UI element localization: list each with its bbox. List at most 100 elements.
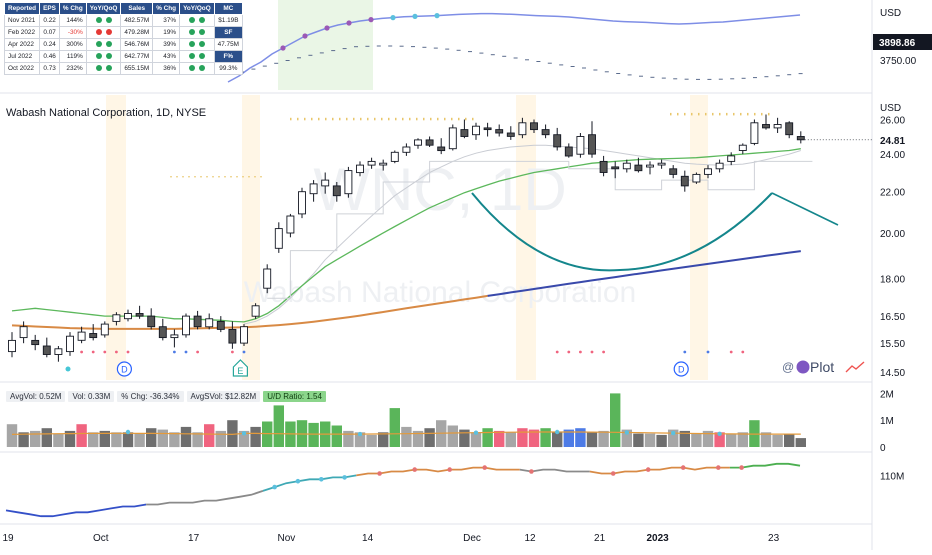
volume-bar xyxy=(668,429,679,447)
indicator-signal-dot xyxy=(716,465,721,470)
candle-body xyxy=(414,139,422,146)
volume-bar xyxy=(157,429,168,447)
candle-body xyxy=(611,166,620,170)
price-tick-label: 24.00 xyxy=(880,150,905,161)
candle-body xyxy=(19,326,28,339)
volume-bar xyxy=(575,428,586,447)
volume-average-line xyxy=(11,431,801,436)
candle-body xyxy=(669,168,678,175)
trend-dot xyxy=(188,40,195,47)
candle-body xyxy=(762,124,770,129)
level-dot xyxy=(402,117,404,121)
volume-bar xyxy=(111,432,122,448)
signal-dot xyxy=(555,350,559,354)
level-dot xyxy=(705,112,707,116)
x-axis-label: 17 xyxy=(188,533,200,544)
signal-dot xyxy=(65,366,71,372)
earnings-marker-label: E xyxy=(237,366,243,376)
candle-body xyxy=(135,313,144,317)
level-dot xyxy=(339,117,341,121)
volume-bar xyxy=(354,432,366,448)
level-dot xyxy=(458,117,460,121)
volume-bar xyxy=(378,432,389,448)
candle-body xyxy=(541,129,550,136)
volume-bar xyxy=(563,429,574,447)
level-dot xyxy=(712,112,714,116)
volume-bar xyxy=(517,428,528,447)
level-dot xyxy=(733,112,735,116)
volume-stat-chip: Vol: 0.33M xyxy=(68,391,115,402)
indicator-signal-dot xyxy=(319,477,324,482)
level-dot xyxy=(684,112,686,116)
level-dot xyxy=(740,112,742,116)
top-currency-label: USD xyxy=(880,8,901,19)
volume-bar xyxy=(470,432,482,448)
volume-bar xyxy=(644,433,656,447)
indicator-signal-dot xyxy=(739,465,744,470)
volume-signal-dot xyxy=(473,430,479,435)
candle-body xyxy=(309,183,318,195)
earnings-header-cell: EPS xyxy=(39,2,60,15)
indicator-signal-dot xyxy=(529,469,534,474)
signal-dot xyxy=(741,350,745,354)
indicator-signal-dot xyxy=(295,478,301,484)
earnings-date-cell: Feb 2022 xyxy=(3,26,41,39)
indicator-signal-dot xyxy=(610,471,616,476)
earnings-sales-change-cell: 19% xyxy=(152,26,181,39)
trend-dot xyxy=(95,16,102,23)
trend-dot xyxy=(105,40,112,47)
candle-body xyxy=(750,122,759,144)
x-axis-label: Nov xyxy=(278,533,296,544)
level-dot xyxy=(677,112,679,116)
x-axis-label: Dec xyxy=(463,533,481,544)
candle-body xyxy=(112,314,121,322)
earnings-date-cell: Apr 2022 xyxy=(3,38,41,51)
earnings-sales-cell: 479.28M xyxy=(120,26,154,39)
level-dot xyxy=(297,117,299,121)
earnings-table-body: Nov 2021 0.22 144% 482.57M 37% $1.19B Feb 2022… xyxy=(3,14,244,75)
level-dot xyxy=(290,117,292,121)
level-dot xyxy=(254,176,256,178)
candle-body xyxy=(588,134,596,155)
level-dot xyxy=(437,117,439,121)
level-dot xyxy=(188,176,190,178)
earnings-row: Nov 2021 0.22 144% 482.57M 37% $1.19B xyxy=(3,14,244,27)
x-axis-label: 19 xyxy=(2,533,14,544)
level-dot xyxy=(444,117,446,121)
trend-dot xyxy=(198,40,205,47)
earnings-eps-cell: 0.73 xyxy=(39,62,60,75)
top-price-badge xyxy=(873,34,932,50)
level-dot xyxy=(465,117,467,121)
volume-bar xyxy=(482,428,493,447)
volume-bar xyxy=(262,421,273,447)
volume-bar xyxy=(795,438,806,447)
volume-bar xyxy=(540,428,551,447)
level-dot xyxy=(212,176,214,178)
indicator-signal-dot xyxy=(482,465,488,470)
level-dot xyxy=(381,117,383,121)
volume-bar xyxy=(146,428,157,447)
earnings-side-cell: 47.75M xyxy=(213,38,244,51)
trend-icon xyxy=(845,361,865,373)
earnings-eps-cell: 0.07 xyxy=(39,26,60,39)
level-dot xyxy=(260,176,262,178)
earnings-date-cell: Oct 2022 xyxy=(3,62,41,75)
earnings-eps-trend-cell xyxy=(85,38,122,51)
candle-body xyxy=(646,164,654,168)
volume-bar xyxy=(691,433,702,447)
last-price-badge xyxy=(873,131,932,148)
candle-body xyxy=(796,136,805,141)
indicator-signal-dot xyxy=(342,475,347,480)
earnings-sales-cell: 655.15M xyxy=(120,62,154,75)
candle-body xyxy=(634,164,643,172)
signal-dot xyxy=(706,350,710,354)
trend-dot xyxy=(198,64,205,71)
volume-bar xyxy=(610,393,621,447)
candle-body xyxy=(182,315,190,336)
volume-stat-chip: % Chg: -36.34% xyxy=(117,391,184,402)
candle-body xyxy=(240,326,248,344)
volume-bar xyxy=(343,430,354,447)
volume-bar xyxy=(505,432,516,448)
candle-body xyxy=(356,164,364,174)
